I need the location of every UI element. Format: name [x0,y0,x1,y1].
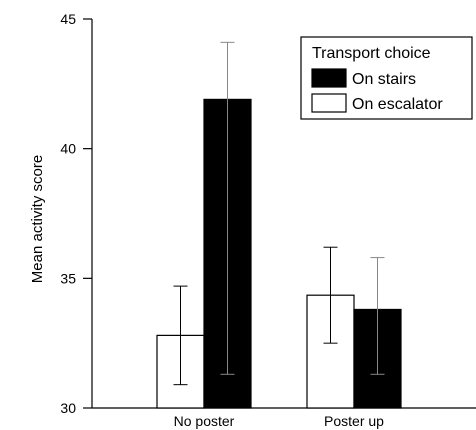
chart-axes: 30 35 40 45 [60,11,476,416]
legend-swatch [311,93,347,113]
chart-bars: No poster Poster up [156,41,402,429]
x-tick-label: Poster up [324,413,384,429]
y-axis-title: Mean activity score [29,155,46,283]
legend: Transport choice On stairs On escalator [300,36,473,120]
y-tick-label: 40 [60,141,76,157]
y-tick-label: 30 [60,400,76,416]
legend-title: Transport choice [312,45,431,62]
x-tick-label: No poster [174,413,235,429]
legend-swatch [311,68,347,88]
y-tick-label: 45 [60,11,76,27]
legend-label: On stairs [352,71,416,88]
legend-label: On escalator [352,96,443,113]
y-tick-label: 35 [60,270,76,286]
